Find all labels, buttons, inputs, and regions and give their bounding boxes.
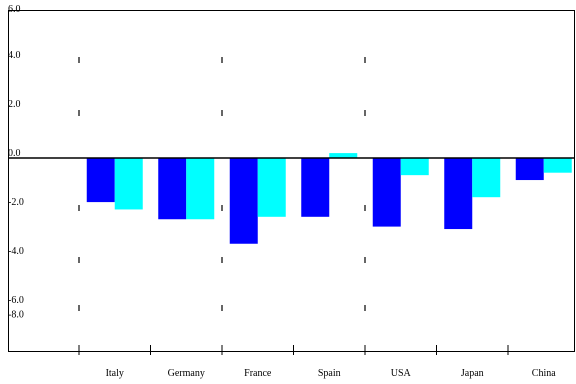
bar-germany-series-2 [186,158,215,220]
bar-china-series-1 [515,158,544,181]
bar-germany-series-1 [158,158,187,220]
bar-japan-series-1 [444,158,473,230]
bar-france-series-2 [257,158,286,217]
x-tick-label-spain: Spain [318,368,341,379]
y-tick-label-7: -8.0 [8,310,24,321]
y-tick-label-5: -4.0 [8,246,24,257]
x-tick-label-italy: Italy [106,368,124,379]
x-tick-label-japan: Japan [461,368,484,379]
x-tick-label-france: France [244,368,272,379]
bar-usa-series-2 [400,158,429,176]
bar-japan-series-2 [472,158,501,198]
x-tick-label-china: China [532,368,556,379]
bar-italy-series-2 [114,158,143,210]
bar-spain-series-1 [301,158,330,217]
plot-frame [8,10,575,352]
y-tick-label-0: 6.0 [8,4,21,15]
y-tick-label-4: -2.0 [8,197,24,208]
bar-usa-series-1 [372,158,401,227]
bar-france-series-1 [229,158,258,244]
marks-layer: 6.0 4.0 2.0 0.0 -2.0 -4.0 -6.0 -8.0 Italy Germany… [8,4,574,379]
x-tick-label-usa: USA [391,368,412,379]
y-tick-label-1: 4.0 [8,50,21,61]
y-tick-label-6: -6.0 [8,295,24,306]
bar-italy-series-1 [86,158,115,203]
y-tick-label-2: 2.0 [8,99,21,110]
bar-spain-series-2 [329,153,358,158]
x-tick-label-germany: Germany [168,368,205,379]
y-tick-label-3: 0.0 [8,148,21,159]
bar-china-series-2 [543,158,572,173]
